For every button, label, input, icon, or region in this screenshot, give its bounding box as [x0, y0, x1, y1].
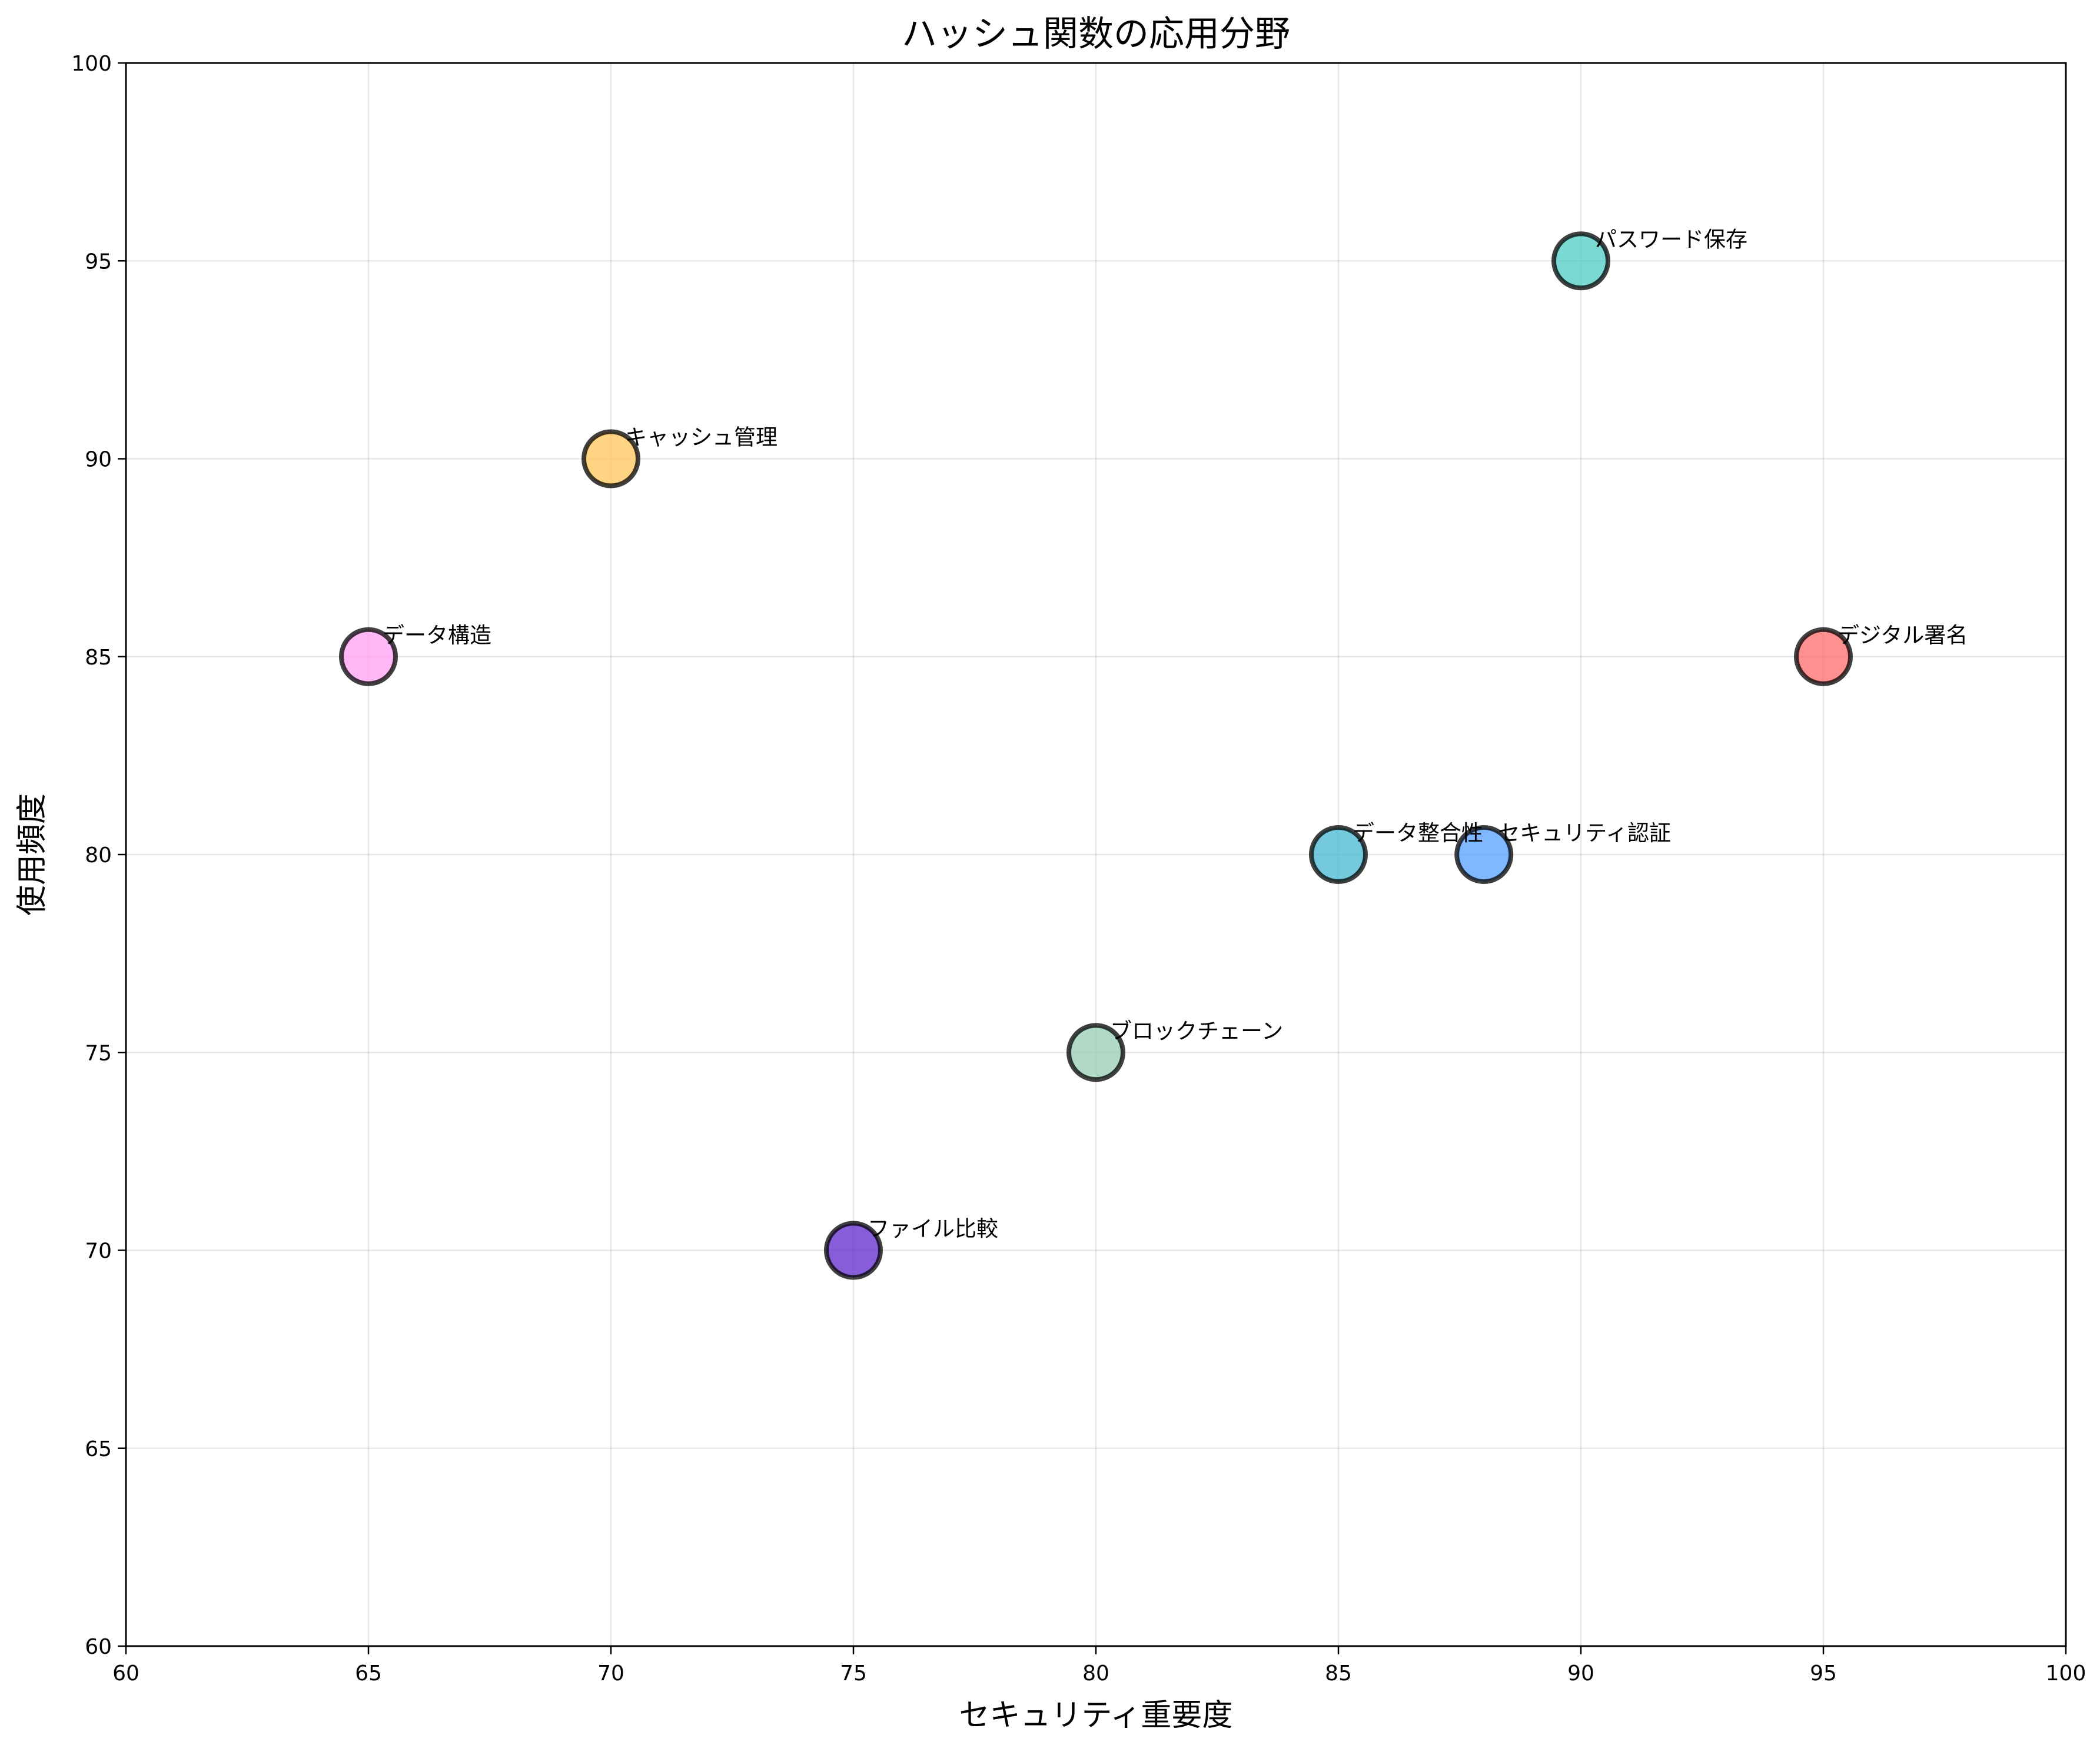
- point-label: パスワード保存: [1595, 227, 1747, 252]
- data-point: [1066, 1023, 1125, 1082]
- data-point: [1454, 825, 1514, 884]
- x-axis-ticks: 60 65 70 75 80 85 90 95 100: [112, 1646, 2086, 1686]
- data-point: [1794, 627, 1853, 686]
- chart-title: ハッシュ関数の応用分野: [902, 14, 1290, 55]
- x-tick-label: 75: [840, 1661, 867, 1686]
- x-tick-label: 100: [2046, 1661, 2086, 1686]
- x-axis-title: セキュリティ重要度: [959, 1698, 1233, 1733]
- y-tick-label: 75: [85, 1041, 112, 1065]
- x-tick-label: 95: [1810, 1661, 1837, 1686]
- x-tick-label: 70: [597, 1661, 624, 1686]
- y-tick-label: 90: [85, 448, 112, 472]
- data-points: [339, 231, 1853, 1280]
- data-point: [1551, 231, 1610, 291]
- point-label: デジタル署名: [1838, 623, 1968, 648]
- data-point: [339, 627, 398, 686]
- y-tick-label: 80: [85, 843, 112, 867]
- point-label: ブロックチェーン: [1110, 1018, 1283, 1043]
- point-label: キャッシュ管理: [625, 425, 777, 450]
- x-tick-label: 65: [355, 1661, 382, 1686]
- y-tick-label: 100: [71, 52, 112, 76]
- data-point: [1309, 825, 1368, 884]
- y-tick-label: 70: [85, 1239, 112, 1264]
- y-tick-label: 85: [85, 646, 112, 670]
- x-tick-label: 85: [1325, 1661, 1352, 1686]
- y-tick-label: 60: [85, 1635, 112, 1659]
- point-label: セキュリティ認証: [1498, 820, 1671, 846]
- point-label: ファイル比較: [868, 1216, 998, 1242]
- y-tick-label: 95: [85, 250, 112, 274]
- x-tick-label: 60: [112, 1661, 139, 1686]
- y-axis-ticks: 60 65 70 75 80 85 90 95 100: [71, 52, 126, 1659]
- y-axis-title: 使用頻度: [15, 793, 50, 916]
- y-tick-label: 65: [85, 1437, 112, 1461]
- data-point: [824, 1221, 883, 1280]
- x-tick-label: 90: [1567, 1661, 1594, 1686]
- data-point: [582, 429, 640, 488]
- point-label: データ構造: [383, 623, 491, 648]
- x-tick-label: 80: [1082, 1661, 1109, 1686]
- point-label: データ整合性: [1353, 820, 1483, 846]
